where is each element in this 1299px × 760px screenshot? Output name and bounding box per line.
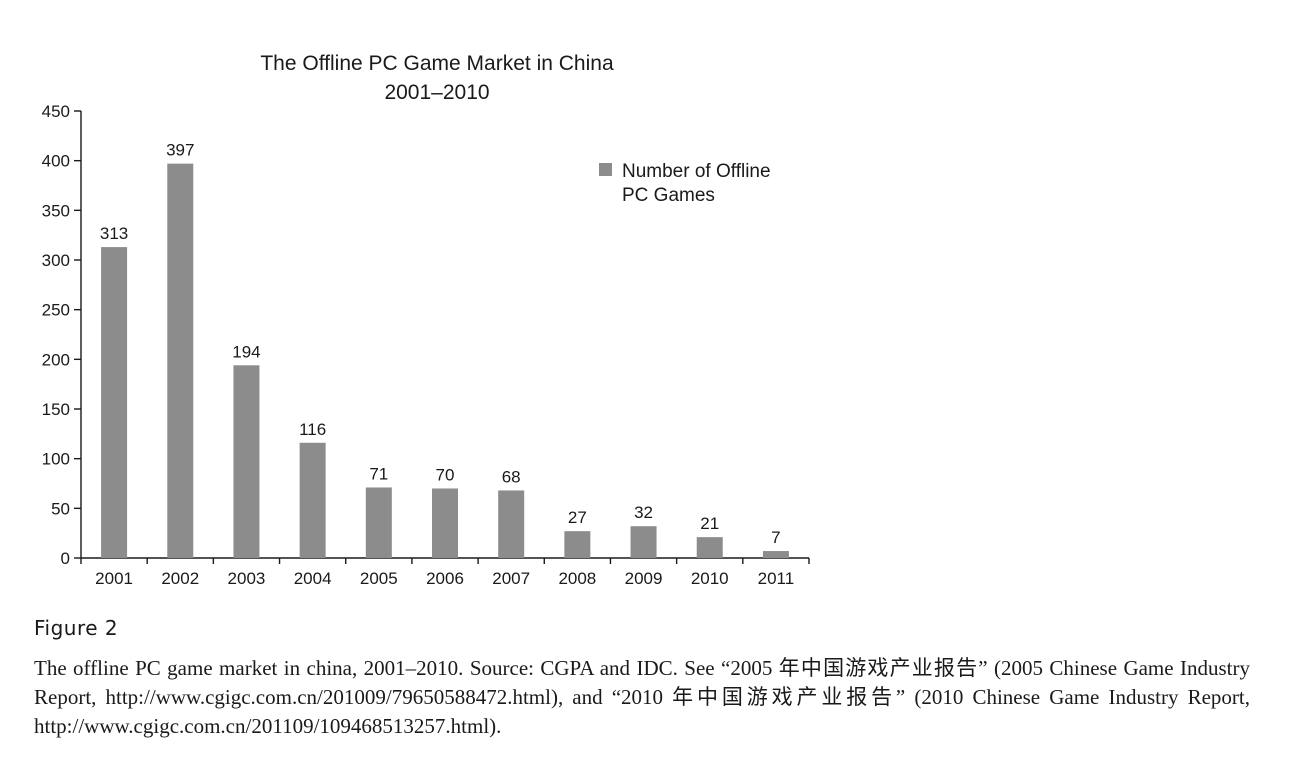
bar: [762, 551, 789, 558]
bar: [101, 247, 128, 558]
legend-label-line-2: PC Games: [622, 185, 715, 206]
y-tick-label: 150: [42, 400, 70, 419]
bar: [432, 488, 458, 558]
data-label: 21: [700, 514, 719, 533]
y-tick-label: 0: [61, 549, 70, 568]
bar: [630, 526, 657, 558]
bar: [498, 490, 525, 558]
x-tick-label: 2001: [95, 569, 133, 588]
bar-chart: The Offline PC Game Market in China 2001…: [42, 52, 810, 588]
x-axis: 2001 2002 2003 2004 2005 2006 2007 2008 2009 2010…: [80, 557, 810, 588]
chart-title: The Offline PC Game Market in China: [260, 52, 614, 75]
y-axis: 0 50 100 150 200 250 300 350 400 450: [42, 102, 82, 568]
y-tick-label: 50: [51, 499, 70, 518]
y-tick-label: 300: [42, 251, 70, 270]
x-tick-label: 2003: [228, 569, 266, 588]
data-label: 313: [100, 224, 128, 243]
y-tick-label: 450: [42, 102, 70, 121]
data-label: 397: [166, 141, 194, 160]
data-label: 116: [299, 420, 326, 439]
legend-label-line-1: Number of Offline: [622, 161, 771, 182]
bar: [167, 163, 194, 558]
y-tick-label: 200: [42, 350, 70, 369]
bar: [696, 537, 723, 558]
figure-label: Figure 2: [34, 616, 119, 640]
bar: [564, 531, 591, 558]
bar: [365, 487, 392, 558]
chart-subtitle: 2001–2010: [384, 81, 489, 104]
bar: [299, 442, 326, 558]
data-label: 68: [502, 467, 521, 486]
figure-caption: Figure 2 The offline PC game market in c…: [34, 616, 1250, 741]
data-label: 71: [369, 464, 388, 483]
x-tick-label: 2008: [558, 569, 596, 588]
bar: [233, 365, 260, 558]
y-tick-label: 250: [42, 301, 70, 320]
x-tick-label: 2011: [758, 569, 795, 588]
x-tick-label: 2007: [492, 569, 530, 588]
x-tick-label: 2006: [426, 569, 464, 588]
data-label: 27: [568, 508, 587, 527]
x-tick-label: 2005: [360, 569, 398, 588]
legend: Number of Offline PC Games: [599, 161, 771, 206]
bars-group: [101, 163, 789, 558]
x-tick-label: 2010: [691, 569, 729, 588]
x-tick-label: 2009: [625, 569, 663, 588]
y-tick-label: 100: [42, 450, 70, 469]
y-tick-label: 350: [42, 201, 70, 220]
x-tick-label: 2002: [161, 569, 199, 588]
data-labels-group: 313 397 194 116 71 70 68 27 32 21 7: [100, 141, 781, 547]
data-label: 7: [771, 528, 780, 547]
data-label: 194: [232, 342, 260, 361]
data-label: 32: [634, 503, 653, 522]
y-tick-label: 400: [42, 152, 70, 171]
data-label: 70: [436, 465, 455, 484]
caption-text: The offline PC game market in china, 200…: [34, 656, 1250, 738]
x-tick-label: 2004: [294, 569, 332, 588]
legend-swatch: [599, 163, 612, 176]
